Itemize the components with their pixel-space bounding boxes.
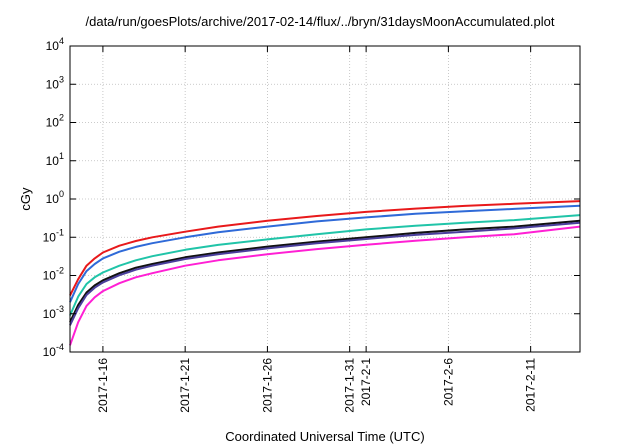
chart-title: /data/run/goesPlots/archive/2017-02-14/f… [86, 14, 555, 29]
series-line-3 [69, 214, 581, 316]
series-line-1 [69, 200, 581, 296]
y-tick-label: 101 [46, 151, 64, 168]
x-tick-label: 2017-1-21 [178, 358, 192, 413]
x-tick-label: 2017-1-31 [343, 358, 357, 413]
series-lines [69, 200, 581, 346]
y-tick-label: 103 [46, 74, 64, 91]
y-tick-label: 104 [46, 36, 64, 53]
y-tick-label: 10-3 [43, 304, 64, 321]
y-axis: 10-4 10-3 10-2 10-1 100 101 102 103 104 [43, 36, 580, 359]
x-axis-label: Coordinated Universal Time (UTC) [225, 429, 424, 444]
x-tick-label: 2017-1-16 [96, 358, 110, 413]
y-tick-label: 102 [46, 113, 64, 130]
y-axis-label: cGy [18, 187, 33, 211]
x-tick-label: 2017-2-1 [359, 358, 373, 406]
y-tick-label: 10-2 [43, 266, 64, 283]
x-tick-label: 2017-2-11 [524, 358, 538, 412]
x-axis: 2017-1-16 2017-1-21 2017-1-26 2017-1-31 2017… [96, 46, 538, 413]
y-tick-label: 10-4 [43, 342, 64, 359]
series-line-4 [69, 219, 581, 323]
series-line-5 [69, 221, 581, 326]
grid [70, 46, 580, 352]
y-tick-label: 10-1 [43, 227, 64, 244]
y-tick-label: 100 [46, 189, 64, 206]
x-tick-label: 2017-2-6 [441, 358, 455, 406]
series-line-6 [69, 225, 581, 346]
series-line-2 [69, 204, 581, 303]
x-tick-label: 2017-1-26 [260, 358, 274, 413]
